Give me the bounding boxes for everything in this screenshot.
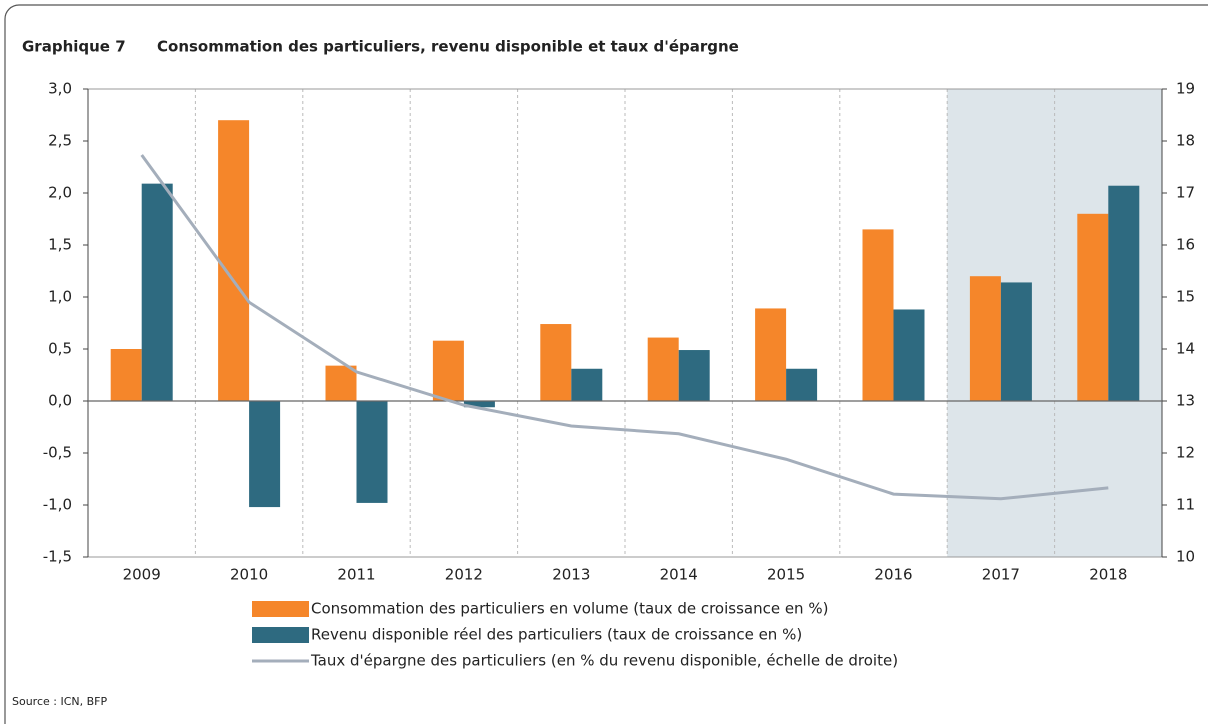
y2-tick-label: 12 [1176,444,1195,462]
bar [786,368,818,401]
y-tick-label: 0,5 [48,340,72,358]
y2-tick-label: 15 [1176,288,1195,306]
bar [540,324,572,401]
x-tick-label: 2010 [230,566,268,584]
x-tick-label: 2011 [337,566,375,584]
bar [1000,282,1032,401]
y-tick-label: 2,5 [48,132,72,150]
y2-tick-label: 13 [1176,392,1195,410]
bar [647,337,679,401]
bar [678,350,710,401]
x-tick-label: 2018 [1089,566,1127,584]
bar [1108,185,1140,401]
x-tick-label: 2017 [982,566,1020,584]
y2-tick-label: 11 [1176,496,1195,514]
y2-tick-label: 18 [1176,132,1195,150]
line-series [140,154,1109,501]
x-tick-label: 2015 [767,566,805,584]
bar [969,276,1001,401]
y-tick-label: -1,0 [43,496,72,514]
chart-title-prefix: Graphique 7 [22,38,126,56]
legend-label: Revenu disponible réel des particuliers … [311,626,802,644]
y2-tick-label: 10 [1176,548,1195,566]
bar [432,340,464,401]
x-tick-label: 2016 [874,566,912,584]
y-tick-label: 1,0 [48,288,72,306]
bar [141,183,173,401]
y2-tick-label: 19 [1176,80,1195,98]
bar [463,401,495,408]
legend-label: Consommation des particuliers en volume … [311,600,828,618]
bar [356,401,388,503]
y-tick-label: 1,5 [48,236,72,254]
bar [755,308,787,401]
bar [325,365,357,401]
legend-swatch [252,601,309,617]
y-tick-label: -1,5 [43,548,72,566]
bar [862,229,894,401]
bar [249,401,281,508]
chart-title: Consommation des particuliers, revenu di… [157,38,739,56]
legend-label: Taux d'épargne des particuliers (en % du… [310,652,898,670]
bar [218,120,250,401]
legend-swatch [252,627,309,643]
bar [571,368,603,401]
y2-tick-label: 16 [1176,236,1195,254]
x-tick-label: 2013 [552,566,590,584]
source: Source : ICN, BFP [12,695,107,708]
y-tick-label: 2,0 [48,184,72,202]
y2-tick-label: 14 [1176,340,1195,358]
y2-tick-label: 17 [1176,184,1195,202]
y-tick-label: 0,0 [48,392,72,410]
frame [4,4,1208,724]
x-tick-label: 2009 [123,566,161,584]
bar [1077,213,1109,401]
bar [110,349,142,401]
y-tick-label: -0,5 [43,444,72,462]
y-tick-label: 3,0 [48,80,72,98]
x-tick-label: 2014 [660,566,698,584]
bar [893,309,925,401]
x-tick-label: 2012 [445,566,483,584]
